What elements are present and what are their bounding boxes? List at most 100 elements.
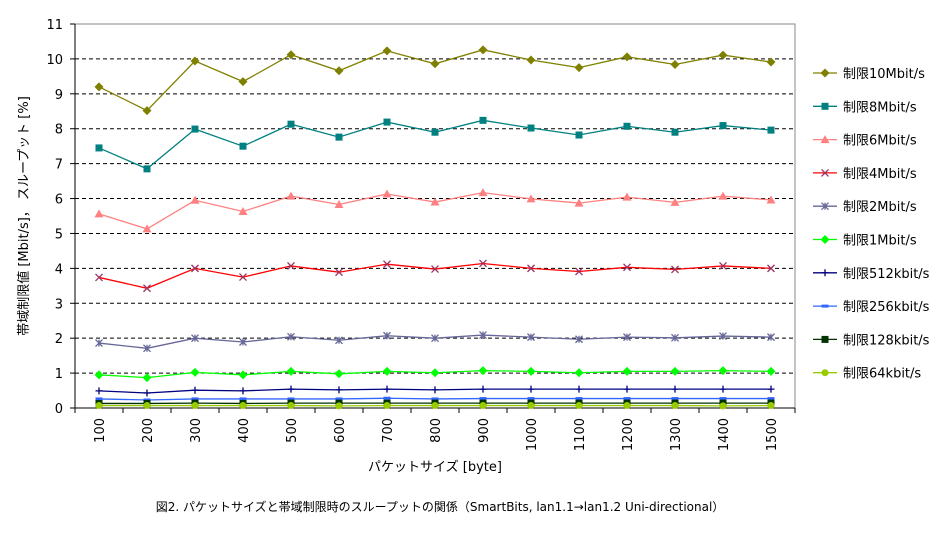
y-tick-label: 1 — [55, 367, 63, 382]
data-point-plus — [240, 387, 247, 394]
y-tick-label: 11 — [46, 18, 63, 33]
data-point-plus — [768, 386, 775, 393]
legend-item: 制限1Mbit/s — [813, 234, 917, 249]
data-point-diamond — [143, 373, 152, 382]
y-axis-label: 帯域制限値 [Mbit/s]， スループット [%] — [16, 96, 32, 336]
legend-label: 制限128kbit/s — [843, 333, 930, 348]
data-point-circle — [240, 402, 247, 409]
legend-item: 制限6Mbit/s — [813, 134, 917, 149]
data-point-square — [336, 134, 343, 141]
x-tick-label: 800 — [429, 418, 444, 443]
data-point-diamond — [95, 370, 104, 379]
x-tick-label: 1400 — [717, 418, 732, 451]
data-point-triangle — [95, 209, 104, 217]
data-point-square — [96, 144, 103, 151]
data-point-square — [822, 336, 829, 343]
data-point-circle — [768, 402, 775, 409]
data-point-plus — [720, 386, 727, 393]
legend-item: 制限128kbit/s — [813, 333, 930, 348]
series-4 — [96, 332, 775, 352]
legend-item: 制限4Mbit/s — [813, 167, 917, 182]
data-point-circle — [288, 402, 295, 409]
data-point-diamond — [623, 52, 632, 61]
data-point-circle — [144, 402, 151, 409]
y-tick-label: 2 — [55, 332, 63, 347]
data-point-square — [720, 122, 727, 129]
data-point-diamond — [719, 366, 728, 375]
data-point-diamond — [287, 367, 296, 376]
data-point-diamond — [575, 368, 584, 377]
data-point-circle — [336, 402, 343, 409]
data-point-plus — [624, 386, 631, 393]
legend: 制限10Mbit/s制限8Mbit/s制限6Mbit/s制限4Mbit/s制限2… — [813, 67, 930, 382]
legend-item: 制限512kbit/s — [813, 267, 930, 282]
y-tick-label: 3 — [55, 297, 63, 312]
legend-label: 制限4Mbit/s — [843, 167, 917, 182]
data-point-diamond — [191, 368, 200, 377]
x-tick-label: 900 — [477, 418, 492, 443]
data-point-diamond — [671, 367, 680, 376]
data-point-circle — [96, 402, 103, 409]
data-point-diamond — [527, 367, 536, 376]
data-point-plus — [288, 386, 295, 393]
y-tick-label: 10 — [46, 53, 63, 68]
series-0 — [95, 45, 776, 115]
data-point-diamond — [719, 51, 728, 60]
data-point-diamond — [623, 367, 632, 376]
data-point-diamond — [239, 370, 248, 379]
y-tick-label: 9 — [55, 88, 63, 103]
data-point-circle — [822, 369, 829, 376]
x-tick-label: 200 — [141, 418, 156, 443]
data-point-plus — [432, 386, 439, 393]
data-point-circle — [384, 402, 391, 409]
data-point-diamond — [383, 46, 392, 55]
data-point-square — [624, 123, 631, 130]
data-point-plus — [822, 269, 829, 276]
legend-label: 制限512kbit/s — [843, 267, 930, 282]
legend-item: 制限8Mbit/s — [813, 100, 917, 115]
data-point-triangle — [383, 190, 392, 198]
data-point-plus — [336, 386, 343, 393]
y-tick-label: 0 — [55, 402, 63, 417]
gridlines — [75, 59, 795, 373]
data-point-circle — [720, 402, 727, 409]
data-point-diamond — [767, 367, 776, 376]
figure-caption: 図2. パケットサイズと帯域制限時のスループットの関係（SmartBits, l… — [156, 499, 725, 514]
data-point-dash — [822, 305, 829, 308]
series-line — [99, 120, 771, 169]
data-point-square — [288, 121, 295, 128]
x-tick-label: 300 — [189, 418, 204, 443]
data-point-square — [672, 129, 679, 136]
series-group — [95, 45, 776, 409]
x-tick-label: 700 — [381, 418, 396, 443]
legend-item: 制限2Mbit/s — [813, 200, 917, 215]
data-point-diamond — [767, 58, 776, 67]
legend-label: 制限6Mbit/s — [843, 134, 917, 149]
data-point-triangle — [623, 193, 632, 201]
data-point-square — [768, 127, 775, 134]
data-point-triangle — [191, 196, 200, 204]
data-point-circle — [672, 402, 679, 409]
series-5 — [95, 366, 776, 382]
data-point-diamond — [479, 45, 488, 54]
data-point-square — [192, 126, 199, 133]
data-point-circle — [192, 402, 199, 409]
data-point-dash — [384, 397, 391, 400]
data-point-plus — [144, 389, 151, 396]
data-point-plus — [96, 387, 103, 394]
data-point-square — [822, 103, 829, 110]
series-line — [99, 263, 771, 288]
x-tick-label: 100 — [93, 418, 108, 443]
data-point-diamond — [335, 369, 344, 378]
data-point-circle — [432, 402, 439, 409]
data-point-square — [384, 119, 391, 126]
data-point-square — [240, 143, 247, 150]
data-point-plus — [480, 386, 487, 393]
legend-label: 制限8Mbit/s — [843, 100, 917, 115]
data-point-diamond — [671, 60, 680, 69]
y-tick-label: 5 — [55, 227, 63, 242]
data-point-circle — [480, 402, 487, 409]
plot-area — [75, 24, 795, 408]
